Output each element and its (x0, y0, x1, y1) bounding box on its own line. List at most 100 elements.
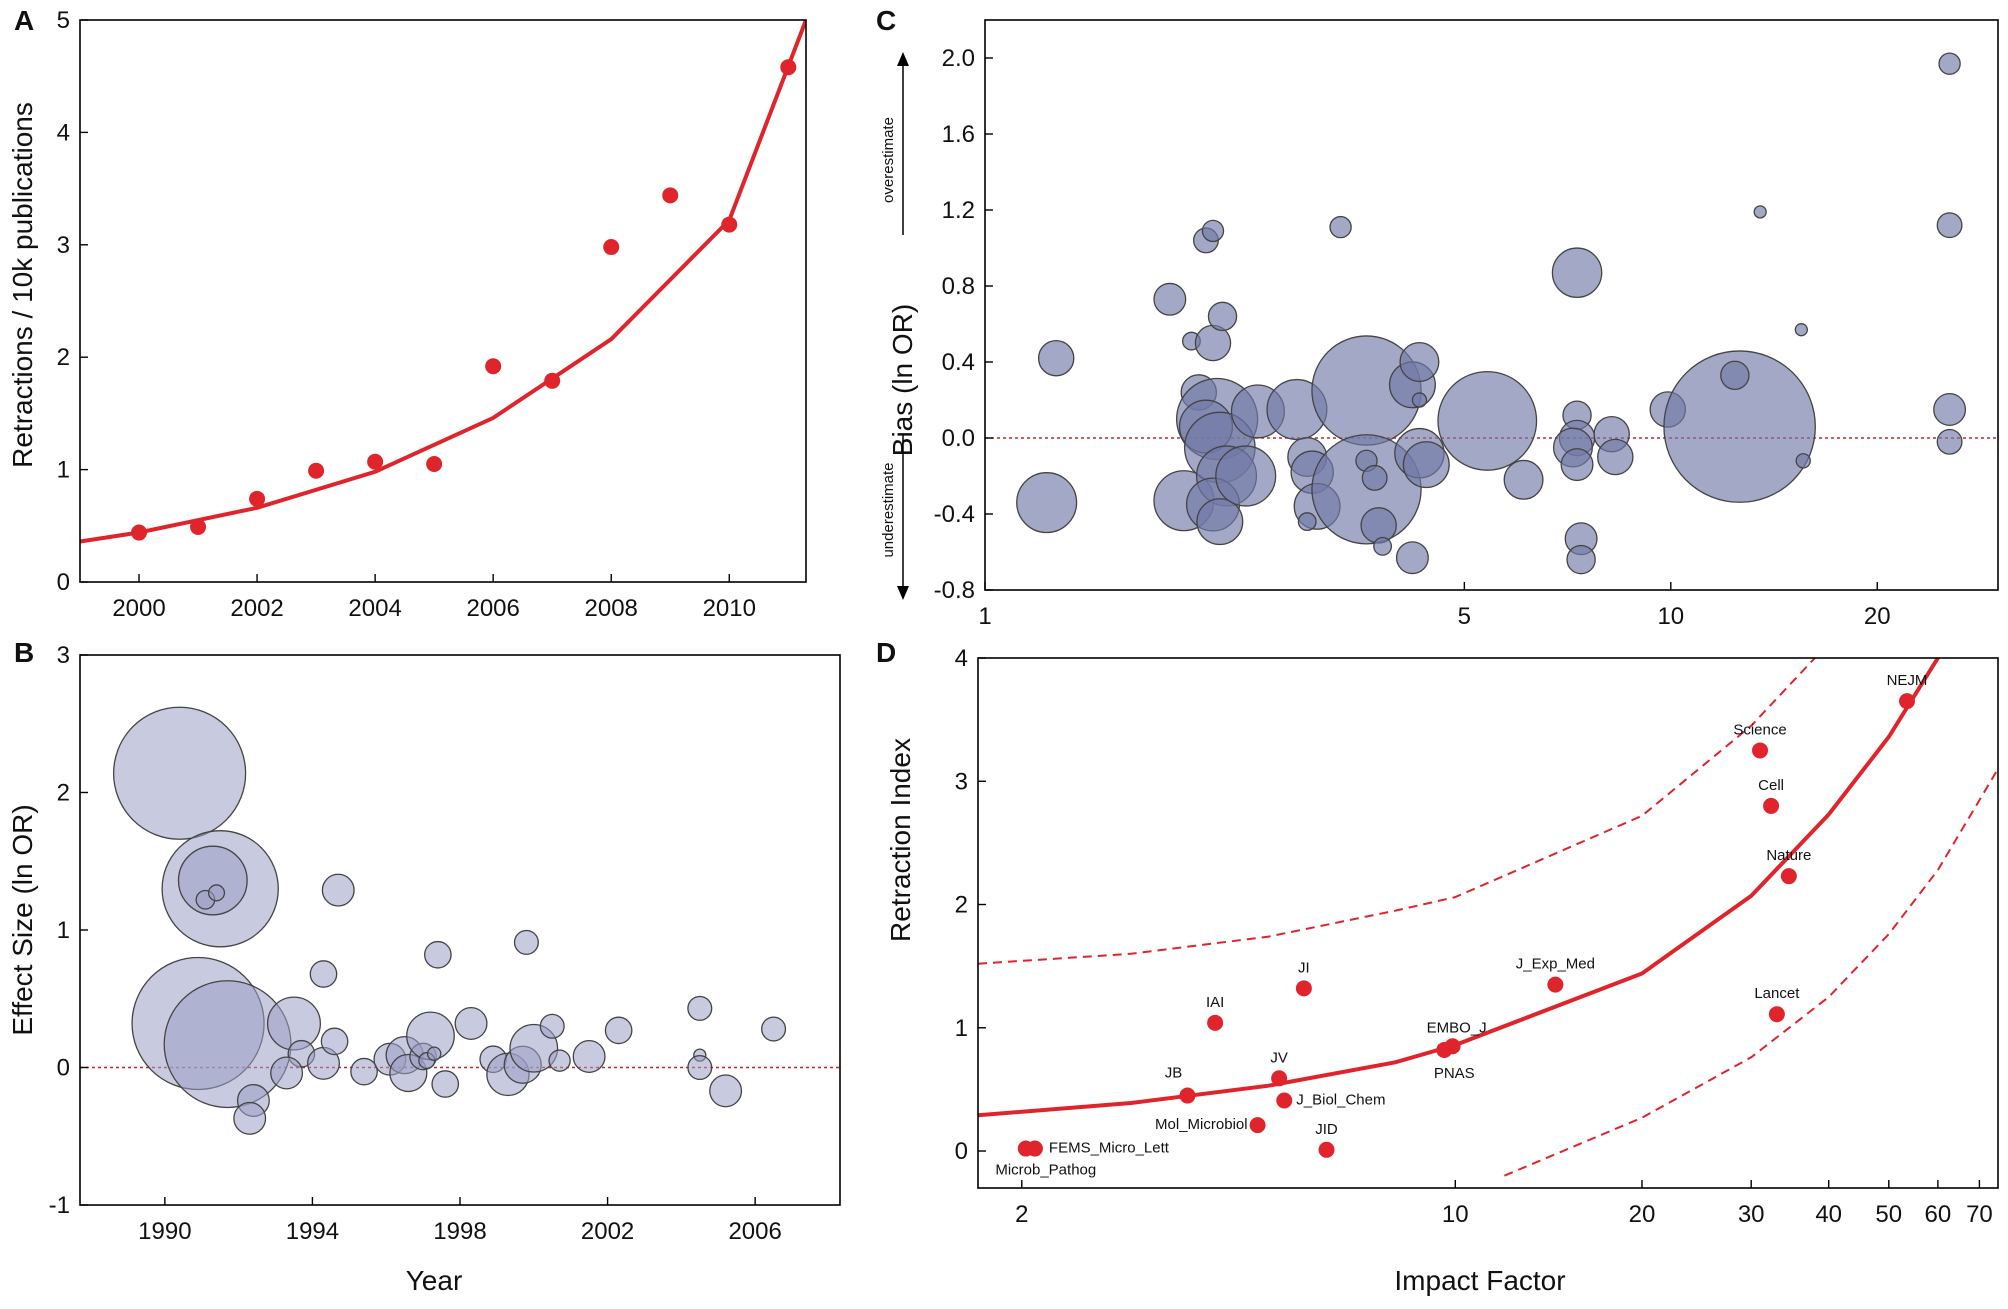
panel-a-fit-curve (80, 20, 806, 544)
panel-d-frame (977, 657, 1999, 1189)
panel-c-ytick-label: -0.4 (934, 501, 975, 528)
panel-b-xtick-label: 1990 (138, 1218, 191, 1245)
panel-d-point (1249, 1117, 1266, 1134)
panel-c-ytick-label: 0.4 (942, 349, 975, 376)
panel-c-bubble (1402, 441, 1450, 489)
panel-b-bubble (350, 1057, 378, 1086)
panel-a-point (190, 518, 207, 535)
panel-a-point (721, 216, 738, 233)
panel-c-bubble (1361, 464, 1388, 491)
panel-a-ytick-label: 4 (57, 119, 70, 146)
panel-d-lower-band (1504, 768, 1998, 1177)
panel-d-point (1271, 1070, 1288, 1087)
panel-d-marks (978, 658, 1998, 1177)
panel-b-bubble (431, 1070, 460, 1098)
panel-d-ytick-label: 2 (955, 892, 968, 919)
panel-b-xlabel: Year (406, 1265, 463, 1296)
panel-c-bubble (1037, 339, 1075, 377)
panel-b-bubble (177, 845, 248, 916)
panel-b-ytick-label: 2 (57, 780, 70, 807)
panel-c-underestimate-label: underestimate (880, 462, 897, 557)
panel-d-point-label: JB (1165, 1065, 1183, 1082)
panel-d-point (1179, 1087, 1196, 1104)
panel-b-bubble (163, 980, 292, 1109)
panel-d-point-label: PNAS (1434, 1065, 1475, 1082)
panel-d-xtick-label: 50 (1875, 1201, 1902, 1228)
panel-a-marks (80, 20, 806, 544)
panel-c-plot: 1 5 10 20 -0.8 -0.4 0.0 0.4 0.8 1.2 1.6 2.0 (934, 19, 1999, 630)
panel-b-bubble (687, 995, 713, 1021)
panel-b-ylabel: Effect Size (ln OR) (7, 804, 38, 1035)
panel-b-bubble (321, 873, 355, 907)
panel-c-bubble (1437, 370, 1538, 471)
panel-c-bubble (1503, 459, 1544, 500)
panel-d-point (1752, 742, 1769, 759)
panel-b-bubble (454, 1007, 488, 1040)
panel-d-point-label: EMBO_J (1427, 1019, 1487, 1036)
panel-d-xlabel: Impact Factor (1394, 1265, 1565, 1296)
panel-c-bubble (1938, 52, 1961, 75)
panel-d-point-label: JV (1270, 1049, 1288, 1066)
panel-d-point-label: Cell (1758, 777, 1784, 794)
panel-a-point (367, 453, 384, 470)
panel-d-point (1318, 1141, 1335, 1158)
panel-b-bubble (709, 1074, 743, 1108)
panel-b-bubble (604, 1016, 633, 1045)
panel-c-bubble (1399, 341, 1440, 383)
panel-a-xtick-label: 2000 (112, 595, 165, 622)
panel-a-ytick-label: 2 (57, 344, 70, 371)
panel-a-letter: A (14, 5, 34, 36)
panel-d-point-label: Lancet (1754, 985, 1800, 1002)
panel-c-ytick-label: 2.0 (942, 45, 975, 72)
panel-d-point (1763, 797, 1780, 814)
panel-d-point-label: Science (1733, 721, 1786, 738)
panel-b-marks (80, 706, 840, 1135)
panel-b: B 1990 1994 1998 2002 2006 -1 0 1 2 3 Effect Size… (7, 637, 841, 1296)
panel-b-bubble (207, 884, 226, 902)
panel-d-point (1899, 693, 1916, 710)
panel-b-ytick-label: -1 (49, 1192, 70, 1219)
panel-c: C 1 5 10 20 -0.8 -0.4 0.0 0.4 0.8 1.2 1.6 2.0 Bias … (876, 5, 1999, 630)
panel-d-ytick-label: 0 (955, 1138, 968, 1165)
panel-c-ytick-label: 1.6 (942, 121, 975, 148)
panel-a: A 2000 2002 2004 2006 2008 2010 0 1 2 3 4 5 Retract… (7, 5, 807, 622)
panel-c-bubble (1297, 512, 1317, 532)
panel-c-frame (984, 19, 1999, 591)
panel-a-point (426, 455, 443, 472)
panel-c-bubble (1936, 212, 1963, 239)
panel-a-point (544, 372, 561, 389)
panel-c-bubble (1215, 445, 1277, 507)
panel-c-ylabel: Bias (ln OR) (887, 304, 918, 456)
panel-a-point (131, 524, 148, 541)
panel-a-point (249, 490, 266, 507)
panel-a-ytick-label: 5 (57, 7, 70, 34)
panel-c-ytick-label: 0.0 (942, 425, 975, 452)
panel-c-xtick-label: 10 (1657, 603, 1684, 630)
panel-d-point (1547, 976, 1564, 993)
panel-b-bubble (266, 996, 322, 1051)
panel-c-bubble (1794, 323, 1808, 337)
panel-b-bubble (424, 940, 452, 969)
panel-b-bubble (513, 929, 539, 955)
panel-c-bubble (1663, 350, 1816, 503)
panel-d-point (1207, 1014, 1224, 1031)
panel-d-point (1026, 1140, 1043, 1157)
panel-a-xtick-label: 2008 (585, 595, 638, 622)
panel-d-point (1295, 980, 1312, 997)
panel-c-bubble (1560, 448, 1594, 482)
panel-b-plot: 1990 1994 1998 2002 2006 -1 0 1 2 3 (49, 642, 841, 1245)
panel-d-point (1276, 1092, 1293, 1109)
panel-d-upper-band (978, 658, 1816, 965)
panel-d-point-label: Microb_Pathog (995, 1162, 1096, 1179)
panel-d-xtick-label: 30 (1738, 1201, 1765, 1228)
panel-d-point (1444, 1038, 1461, 1055)
panel-c-bubble (1720, 360, 1750, 391)
panel-a-point (485, 358, 502, 375)
panel-b-ytick-label: 1 (57, 917, 70, 944)
panel-d-ytick-label: 1 (955, 1015, 968, 1042)
panel-c-bubble (1551, 247, 1603, 298)
panel-d-plot: Microb_Pathog FEMS_Micro_Lett JB IAI Mol_Mic… (955, 645, 1999, 1228)
panel-d-point (1780, 868, 1797, 885)
overestimate-arrow-head (897, 52, 909, 66)
panel-b-bubble (309, 960, 338, 988)
